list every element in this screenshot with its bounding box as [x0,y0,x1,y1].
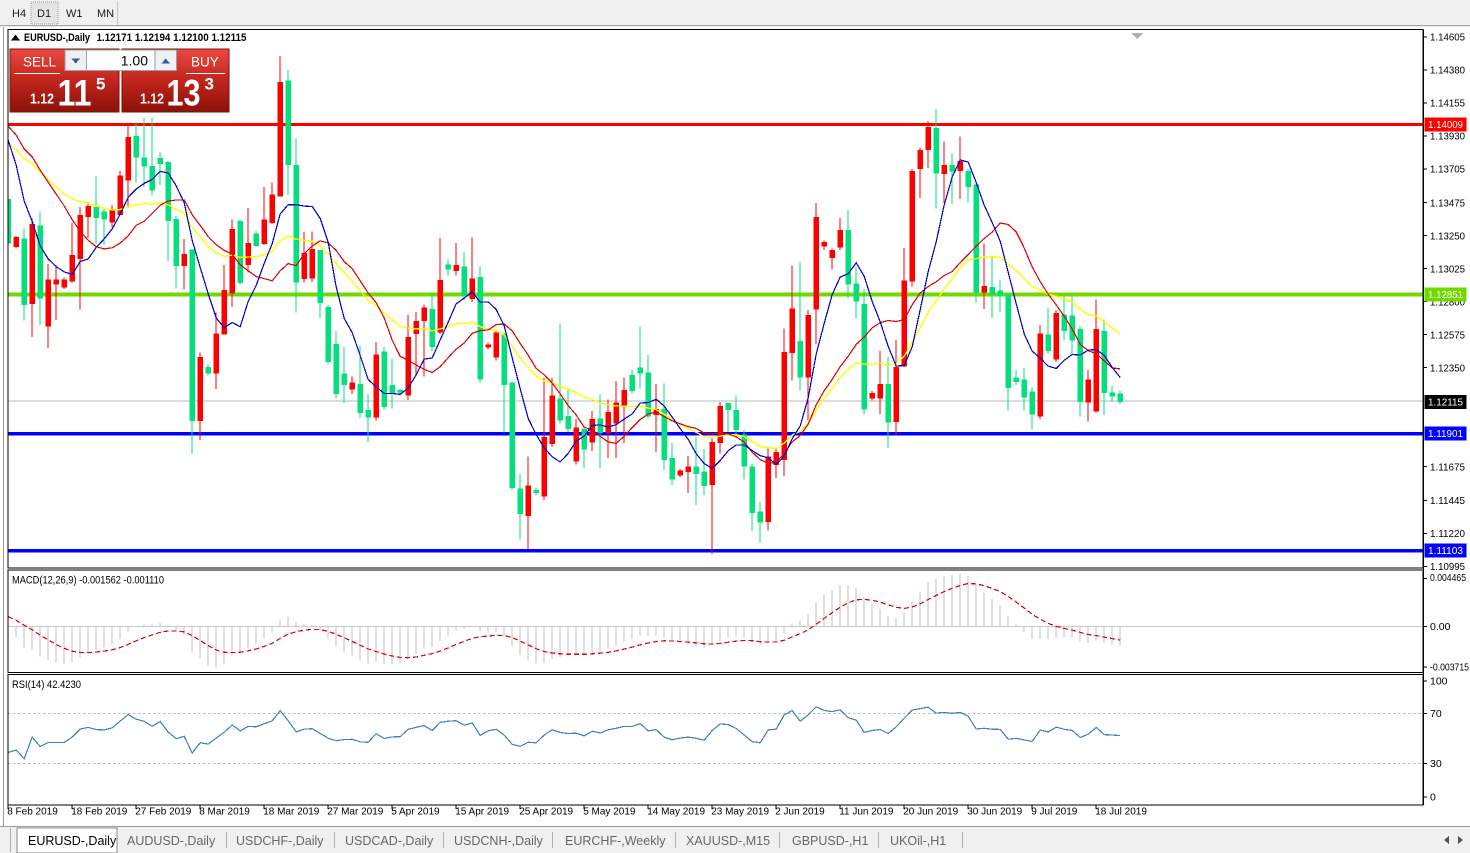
svg-text:1.11220: 1.11220 [1430,528,1465,540]
svg-text:13: 13 [167,73,201,114]
svg-text:27 Mar 2019: 27 Mar 2019 [327,807,384,818]
svg-text:MACD(12,26,9) -0.001562 -0.001: MACD(12,26,9) -0.001562 -0.001110 [12,575,164,587]
svg-text:W1: W1 [66,8,83,20]
svg-text:11 Jun 2019: 11 Jun 2019 [839,807,894,818]
svg-text:USDCHF-,Daily: USDCHF-,Daily [236,834,324,848]
svg-text:1.10995: 1.10995 [1430,561,1465,573]
svg-text:1.13930: 1.13930 [1430,131,1465,143]
svg-text:UKOil-,H1: UKOil-,H1 [890,834,946,848]
svg-text:27 Feb 2019: 27 Feb 2019 [135,807,192,818]
svg-text:1.14380: 1.14380 [1430,65,1465,77]
svg-text:1.11445: 1.11445 [1430,495,1465,507]
svg-text:9 Jul 2019: 9 Jul 2019 [1031,807,1078,818]
svg-text:USDCNH-,Daily: USDCNH-,Daily [454,834,544,848]
svg-text:1.12171 1.12194 1.12100 1.1211: 1.12171 1.12194 1.12100 1.12115 [97,32,247,44]
svg-text:1.12851: 1.12851 [1428,289,1463,301]
svg-text:GBPUSD-,H1: GBPUSD-,H1 [792,834,868,848]
svg-text:8 Feb 2019: 8 Feb 2019 [7,807,58,818]
svg-text:1.13705: 1.13705 [1430,164,1465,176]
svg-text:1.12575: 1.12575 [1430,329,1465,341]
svg-text:AUDUSD-,Daily: AUDUSD-,Daily [127,834,216,848]
svg-text:2 Jun 2019: 2 Jun 2019 [775,807,825,818]
svg-text:1.13250: 1.13250 [1430,230,1465,242]
svg-text:25 Apr 2019: 25 Apr 2019 [519,807,573,818]
svg-text:0.00: 0.00 [1430,621,1451,633]
svg-text:1.12: 1.12 [30,91,54,108]
svg-text:0.004465: 0.004465 [1430,572,1466,584]
svg-text:1.12350: 1.12350 [1430,362,1465,374]
svg-text:30: 30 [1430,758,1442,770]
svg-text:SELL: SELL [23,55,57,70]
svg-text:18 Mar 2019: 18 Mar 2019 [263,807,320,818]
svg-text:D1: D1 [37,8,51,20]
svg-text:3: 3 [205,75,214,94]
svg-text:1.13475: 1.13475 [1430,197,1465,209]
svg-text:5 May 2019: 5 May 2019 [583,807,636,818]
svg-text:1.14009: 1.14009 [1428,119,1463,131]
svg-text:0: 0 [1430,792,1436,804]
svg-text:H4: H4 [12,8,26,20]
svg-text:14 May 2019: 14 May 2019 [647,807,705,818]
svg-text:11: 11 [58,73,92,114]
svg-text:MN: MN [97,8,114,20]
svg-text:70: 70 [1430,708,1442,720]
svg-text:1.12115: 1.12115 [1428,397,1463,409]
svg-text:8 Mar 2019: 8 Mar 2019 [199,807,250,818]
svg-text:23 May 2019: 23 May 2019 [711,807,769,818]
svg-text:-0.003715: -0.003715 [1430,662,1469,674]
svg-text:1.11103: 1.11103 [1428,545,1463,557]
svg-text:15 Apr 2019: 15 Apr 2019 [455,807,509,818]
svg-text:USDCAD-,Daily: USDCAD-,Daily [345,834,434,848]
svg-text:5: 5 [96,75,105,94]
svg-text:18 Jul 2019: 18 Jul 2019 [1095,807,1147,818]
svg-text:RSI(14) 42.4230: RSI(14) 42.4230 [12,679,81,691]
svg-text:1.14605: 1.14605 [1430,32,1465,44]
svg-text:1.12: 1.12 [140,91,164,108]
svg-text:BUY: BUY [191,55,219,70]
svg-text:100: 100 [1430,676,1448,688]
svg-text:1.11675: 1.11675 [1430,461,1465,473]
svg-text:EURUSD-,Daily: EURUSD-,Daily [28,834,117,848]
svg-text:5 Apr 2019: 5 Apr 2019 [391,807,440,818]
svg-text:XAUUSD-,M15: XAUUSD-,M15 [686,834,770,848]
svg-text:1.14155: 1.14155 [1430,98,1465,110]
svg-text:18 Feb 2019: 18 Feb 2019 [71,807,128,818]
svg-text:1.13025: 1.13025 [1430,263,1465,275]
svg-text:EURCHF-,Weekly: EURCHF-,Weekly [565,834,666,848]
svg-text:1.11901: 1.11901 [1428,428,1463,440]
svg-text:30 Jun 2019: 30 Jun 2019 [967,807,1022,818]
svg-text:20 Jun 2019: 20 Jun 2019 [903,807,958,818]
svg-text:1.00: 1.00 [121,53,148,69]
svg-text:EURUSD-,Daily: EURUSD-,Daily [24,32,91,44]
